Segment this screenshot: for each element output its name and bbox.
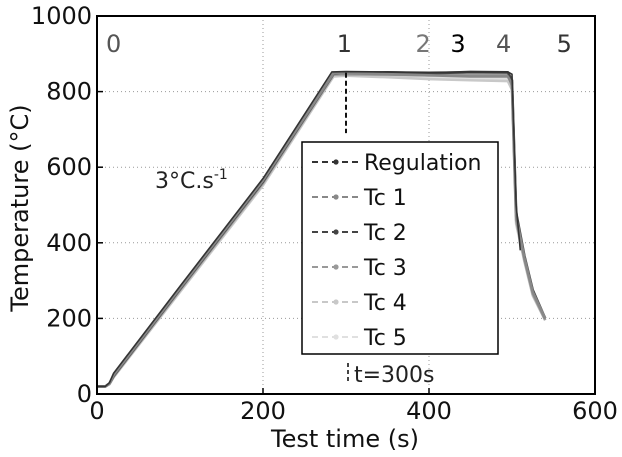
axis-ticks: 0 200 400 600 0 200 400 600 800 1000 <box>31 2 618 425</box>
y-tick-label: 600 <box>46 153 92 181</box>
legend-label: Tc 4 <box>363 291 407 316</box>
legend-label: Regulation <box>364 151 481 176</box>
legend-label: Tc 1 <box>363 186 407 211</box>
stage-label: 1 <box>337 30 352 58</box>
legend-box <box>301 141 499 355</box>
x-tick-label: 0 <box>89 397 104 425</box>
x-axis-title: Test time (s) <box>270 425 419 453</box>
legend-label: Tc 2 <box>363 221 407 246</box>
stage-label: 0 <box>106 30 121 58</box>
time-label: t=300s <box>354 363 435 388</box>
legend: Regulation Tc 1 Tc 2 Tc 3 Tc 4 Tc 5 <box>301 141 499 355</box>
y-tick-label: 0 <box>77 380 92 408</box>
stage-label: 4 <box>496 30 511 58</box>
legend-marker <box>333 194 339 200</box>
legend-marker <box>333 229 339 235</box>
heating-rate-exponent: -1 <box>214 167 228 183</box>
legend-marker <box>333 159 339 165</box>
legend-marker <box>333 299 339 305</box>
y-tick-label: 800 <box>46 78 92 106</box>
series-lines <box>97 70 547 388</box>
x-tick-label: 600 <box>572 397 618 425</box>
stage-label: 2 <box>416 30 431 58</box>
stage-label: 5 <box>557 30 572 58</box>
x-tick-label: 200 <box>240 397 286 425</box>
y-tick-label: 200 <box>46 304 92 332</box>
series-line-regulation <box>97 70 522 388</box>
legend-label: Tc 3 <box>363 256 407 281</box>
stage-label: 3 <box>450 30 465 58</box>
y-tick-label: 400 <box>46 229 92 257</box>
legend-marker <box>333 264 339 270</box>
y-tick-label: 1000 <box>31 2 92 30</box>
plot-frame <box>96 15 596 395</box>
heating-rate-label: 3°C.s-1 <box>155 167 228 194</box>
legend-marker <box>333 334 339 340</box>
legend-label: Tc 5 <box>363 326 407 351</box>
x-tick-label: 400 <box>406 397 452 425</box>
y-axis-title: Temperature (°C) <box>6 104 34 312</box>
